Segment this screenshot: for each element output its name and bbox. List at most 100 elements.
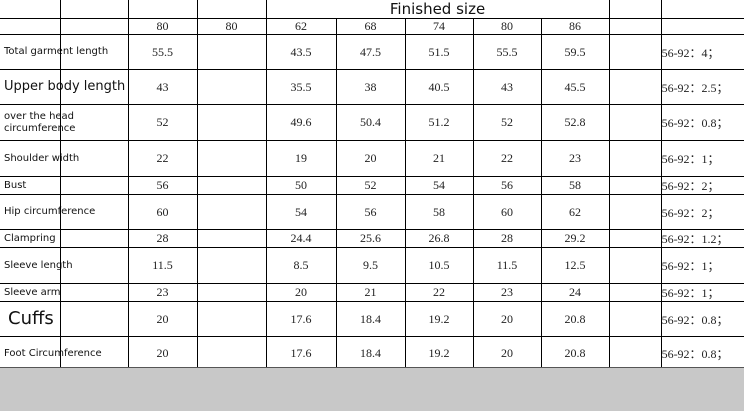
- blank-cell: [608, 336, 662, 371]
- value-cell: 29.2: [540, 229, 610, 248]
- value-cell: 60: [472, 194, 542, 230]
- value-cell: 45.5: [540, 69, 610, 105]
- row-label: Upper body length: [0, 69, 129, 105]
- grading-note: 56-92：2；: [660, 176, 744, 195]
- header-row-sizes: 80 80 62 68 74 80 86: [0, 18, 744, 35]
- value-cell: [196, 229, 267, 248]
- grading-note: 56-92：1.2；: [660, 229, 744, 248]
- table-row: Hip circumference 60 54 56 58 60 62 56-92：2；: [0, 194, 744, 230]
- table-row: Upper body length 43 35.5 38 40.5 43 45.5 56-92…: [0, 69, 744, 105]
- value-cell: 20.8: [540, 336, 610, 371]
- value-cell: 22: [127, 140, 198, 177]
- value-cell: 21: [335, 283, 406, 302]
- blank-cell: [608, 229, 662, 248]
- header-blank: [196, 0, 267, 19]
- value-cell: 56: [127, 176, 198, 195]
- value-cell: [196, 336, 267, 371]
- value-cell: 38: [335, 69, 406, 105]
- value-cell: 20.8: [540, 301, 610, 337]
- table-row: Clampring 28 24.4 25.6 26.8 28 29.2 56-92：1.2；: [0, 229, 744, 248]
- row-label: Shoulder width: [0, 140, 129, 177]
- value-cell: 20: [472, 336, 542, 371]
- header-row-1: Finished size: [0, 0, 744, 19]
- value-cell: 26.8: [404, 229, 474, 248]
- value-cell: 20: [265, 283, 337, 302]
- row-label: Hip circumference: [0, 194, 129, 230]
- value-cell: 9.5: [335, 247, 406, 284]
- value-cell: 22: [404, 283, 474, 302]
- blank-cell: [608, 301, 662, 337]
- blank-cell: [608, 140, 662, 177]
- value-cell: 62: [540, 194, 610, 230]
- value-cell: 60: [127, 194, 198, 230]
- value-cell: 35.5: [265, 69, 337, 105]
- value-cell: 51.2: [404, 104, 474, 141]
- table-row: over the head circumference 52 49.6 50.4 51.…: [0, 104, 744, 141]
- row-label: Clampring: [0, 229, 129, 248]
- value-cell: 22: [472, 140, 542, 177]
- value-cell: 40.5: [404, 69, 474, 105]
- blank-cell: [608, 176, 662, 195]
- value-cell: 50: [265, 176, 337, 195]
- value-cell: 43: [127, 69, 198, 105]
- value-cell: 18.4: [335, 336, 406, 371]
- blank-cell: [608, 34, 662, 70]
- value-cell: 28: [472, 229, 542, 248]
- value-cell: 55.5: [472, 34, 542, 70]
- value-cell: 43.5: [265, 34, 337, 70]
- value-cell: 18.4: [335, 301, 406, 337]
- value-cell: 52.8: [540, 104, 610, 141]
- value-cell: [196, 283, 267, 302]
- value-cell: 58: [540, 176, 610, 195]
- row-label: Sleeve arm: [0, 283, 129, 302]
- size-header: 74: [404, 18, 474, 35]
- value-cell: [196, 34, 267, 70]
- row-label: Bust: [0, 176, 129, 195]
- row-label: Total garment length: [0, 34, 129, 70]
- row-label: Foot Circumference: [0, 336, 129, 371]
- row-label: Sleeve length: [0, 247, 129, 284]
- table-row: Sleeve arm 23 20 21 22 23 24 56-92：1；: [0, 283, 744, 302]
- value-cell: 25.6: [335, 229, 406, 248]
- label-column-divider: [60, 0, 61, 367]
- blank-cell: [608, 69, 662, 105]
- header-blank: [608, 18, 662, 35]
- size-chart-table: Finished size 80 80 62 68 74 80 86 Total…: [0, 0, 744, 371]
- value-cell: 52: [472, 104, 542, 141]
- value-cell: 47.5: [335, 34, 406, 70]
- value-cell: 19.2: [404, 336, 474, 371]
- table-row: Shoulder width 22 19 20 21 22 23 56-92：1；: [0, 140, 744, 177]
- value-cell: 56: [335, 194, 406, 230]
- value-cell: 54: [265, 194, 337, 230]
- corner-cell: [0, 18, 129, 35]
- blank-cell: [608, 104, 662, 141]
- value-cell: 20: [127, 336, 198, 371]
- size-header: 80: [127, 18, 198, 35]
- value-cell: 20: [472, 301, 542, 337]
- size-header: 80: [196, 18, 267, 35]
- value-cell: 11.5: [472, 247, 542, 284]
- grading-note: 56-92：0.8；: [660, 301, 744, 337]
- value-cell: 17.6: [265, 336, 337, 371]
- value-cell: 56: [472, 176, 542, 195]
- header-blank: [660, 0, 744, 19]
- value-cell: [196, 301, 267, 337]
- value-cell: [196, 194, 267, 230]
- grading-note: 56-92：4；: [660, 34, 744, 70]
- value-cell: 43: [472, 69, 542, 105]
- value-cell: 49.6: [265, 104, 337, 141]
- value-cell: 12.5: [540, 247, 610, 284]
- value-cell: 21: [404, 140, 474, 177]
- grading-note: 56-92：1；: [660, 283, 744, 302]
- value-cell: 59.5: [540, 34, 610, 70]
- finished-size-title: Finished size: [265, 0, 610, 19]
- value-cell: 24.4: [265, 229, 337, 248]
- value-cell: 8.5: [265, 247, 337, 284]
- value-cell: 55.5: [127, 34, 198, 70]
- value-cell: [196, 247, 267, 284]
- grading-note: 56-92：2；: [660, 194, 744, 230]
- value-cell: 23: [540, 140, 610, 177]
- value-cell: [196, 140, 267, 177]
- grading-note: 56-92：0.8；: [660, 336, 744, 371]
- value-cell: [196, 176, 267, 195]
